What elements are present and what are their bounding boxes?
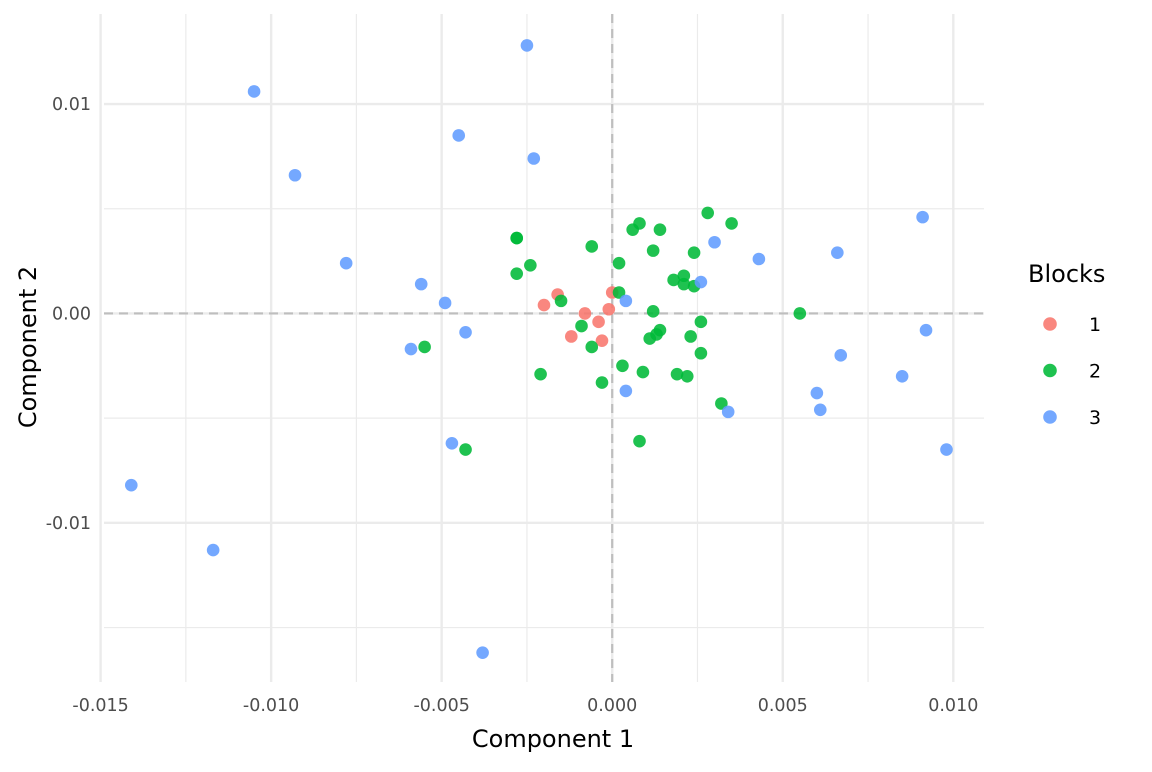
data-point-block-3 xyxy=(445,436,459,450)
legend-label-1: 1 xyxy=(1089,314,1101,336)
data-points xyxy=(124,39,953,659)
data-point-block-1 xyxy=(602,302,616,316)
legend-title: Blocks xyxy=(1028,260,1105,288)
data-point-block-3 xyxy=(476,646,489,659)
x-axis-ticks: -0.015 -0.010 -0.005 0.000 0.005 0.010 xyxy=(72,696,978,716)
data-point-block-2 xyxy=(667,273,680,287)
data-point-block-3 xyxy=(452,129,466,142)
data-point-block-2 xyxy=(793,307,807,320)
reference-lines xyxy=(104,14,984,682)
data-point-block-1 xyxy=(595,334,609,347)
data-point-block-3 xyxy=(916,210,929,224)
data-point-block-2 xyxy=(633,217,646,230)
data-point-block-2 xyxy=(459,443,472,456)
data-point-block-2 xyxy=(418,340,431,354)
data-point-block-3 xyxy=(619,384,633,398)
data-point-block-2 xyxy=(636,365,650,379)
data-point-block-2 xyxy=(715,397,728,410)
data-point-block-3 xyxy=(438,296,452,310)
data-point-block-2 xyxy=(524,258,537,272)
data-point-block-2 xyxy=(510,267,524,280)
x-tick-label: 0.010 xyxy=(928,696,978,716)
legend-key-3 xyxy=(1043,410,1057,424)
data-point-block-2 xyxy=(554,294,568,308)
x-tick-label: -0.010 xyxy=(243,696,299,716)
data-point-block-2 xyxy=(616,359,629,373)
data-point-block-3 xyxy=(459,325,472,339)
data-point-block-3 xyxy=(206,543,220,557)
data-point-block-3 xyxy=(527,152,541,165)
y-tick-label: 0.00 xyxy=(52,304,91,324)
legend-label-3: 3 xyxy=(1089,407,1101,429)
data-point-block-2 xyxy=(510,231,524,245)
data-point-block-2 xyxy=(725,217,738,230)
data-point-block-1 xyxy=(592,315,605,329)
data-point-block-3 xyxy=(895,369,909,383)
data-point-block-3 xyxy=(404,342,418,356)
data-point-block-2 xyxy=(633,434,646,448)
y-axis-title: Component 2 xyxy=(14,266,42,428)
data-point-block-3 xyxy=(813,403,827,417)
x-axis-title: Component 1 xyxy=(472,725,634,753)
y-tick-label: 0.01 xyxy=(52,95,91,115)
x-tick-label: -0.015 xyxy=(72,696,128,716)
grid xyxy=(99,14,984,682)
legend-key-2 xyxy=(1043,363,1057,378)
data-point-block-2 xyxy=(677,277,691,291)
x-tick-label: 0.000 xyxy=(587,696,637,716)
data-point-block-2 xyxy=(595,376,609,389)
data-point-block-3 xyxy=(339,256,353,270)
data-point-block-3 xyxy=(124,478,138,492)
data-point-block-1 xyxy=(537,298,551,312)
data-point-block-1 xyxy=(578,307,592,320)
legend: Blocks 1 2 3 xyxy=(1028,260,1105,429)
data-point-block-2 xyxy=(585,340,599,354)
data-point-block-2 xyxy=(646,305,660,318)
data-point-block-2 xyxy=(680,369,694,383)
data-point-block-2 xyxy=(646,244,660,257)
data-point-block-3 xyxy=(919,323,933,337)
x-tick-label: -0.005 xyxy=(413,696,469,716)
data-point-block-2 xyxy=(670,367,684,381)
y-tick-label: -0.01 xyxy=(46,514,91,534)
data-point-block-3 xyxy=(831,246,844,260)
data-point-block-2 xyxy=(684,330,697,343)
data-point-block-3 xyxy=(619,294,633,308)
data-point-block-3 xyxy=(288,168,302,182)
legend-label-2: 2 xyxy=(1089,361,1101,383)
data-point-block-2 xyxy=(534,367,547,381)
data-point-block-2 xyxy=(575,319,588,333)
data-point-block-2 xyxy=(701,206,715,220)
data-point-block-2 xyxy=(694,315,708,329)
data-point-block-2 xyxy=(653,323,667,337)
data-point-block-3 xyxy=(810,386,824,400)
data-point-block-2 xyxy=(687,246,701,260)
data-point-block-3 xyxy=(247,85,261,98)
data-point-block-2 xyxy=(612,256,626,270)
legend-key-1 xyxy=(1043,317,1057,331)
data-point-block-3 xyxy=(520,39,534,52)
data-point-block-3 xyxy=(834,349,848,362)
data-point-block-1 xyxy=(564,330,578,343)
data-point-block-3 xyxy=(752,252,766,266)
data-point-block-2 xyxy=(585,240,599,253)
data-point-block-2 xyxy=(694,346,708,360)
data-point-block-3 xyxy=(708,235,721,249)
data-point-block-3 xyxy=(414,277,428,291)
data-point-block-2 xyxy=(653,223,667,236)
data-point-block-3 xyxy=(721,405,735,419)
y-axis-ticks: -0.01 0.00 0.01 xyxy=(46,95,91,534)
data-point-block-2 xyxy=(612,286,626,299)
x-tick-label: 0.005 xyxy=(758,696,808,716)
data-point-block-3 xyxy=(940,443,953,456)
data-point-block-3 xyxy=(694,275,708,289)
